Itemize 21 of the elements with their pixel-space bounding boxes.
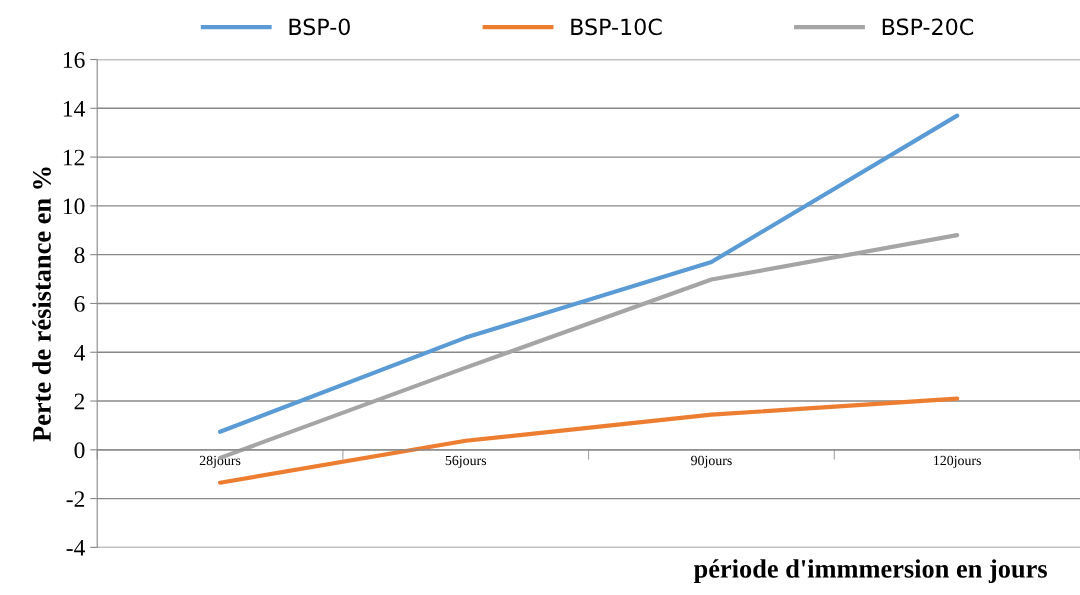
legend-label: BSP-10C (571, 18, 662, 36)
y-tick-label: 6 (74, 296, 85, 312)
x-tick-label: 56jours (445, 455, 487, 468)
y-axis-title: Perte de résistance en % (32, 167, 51, 442)
x-tick-label: 28jours (199, 455, 241, 468)
y-tick-label: 10 (63, 198, 85, 215)
y-tick-label: -2 (66, 491, 85, 507)
y-tick-label: 4 (74, 344, 86, 361)
legend-label: BSP-0 (289, 18, 350, 36)
y-tick-label: 12 (63, 149, 85, 166)
y-tick-label: 16 (63, 52, 85, 68)
legend-label: BSP-20C (882, 18, 974, 36)
y-tick-label: 0 (74, 442, 85, 459)
y-tick-label: 14 (63, 100, 86, 117)
x-tick-label: 120jours (934, 455, 981, 468)
y-tick-label: 8 (74, 247, 85, 264)
line-series (217, 113, 960, 434)
y-tick-label: -4 (66, 540, 86, 556)
y-tick-label: 2 (74, 393, 85, 410)
x-axis-title: période d'immmersion en jours (693, 559, 1047, 584)
x-tick-label: 90jours (691, 455, 732, 468)
